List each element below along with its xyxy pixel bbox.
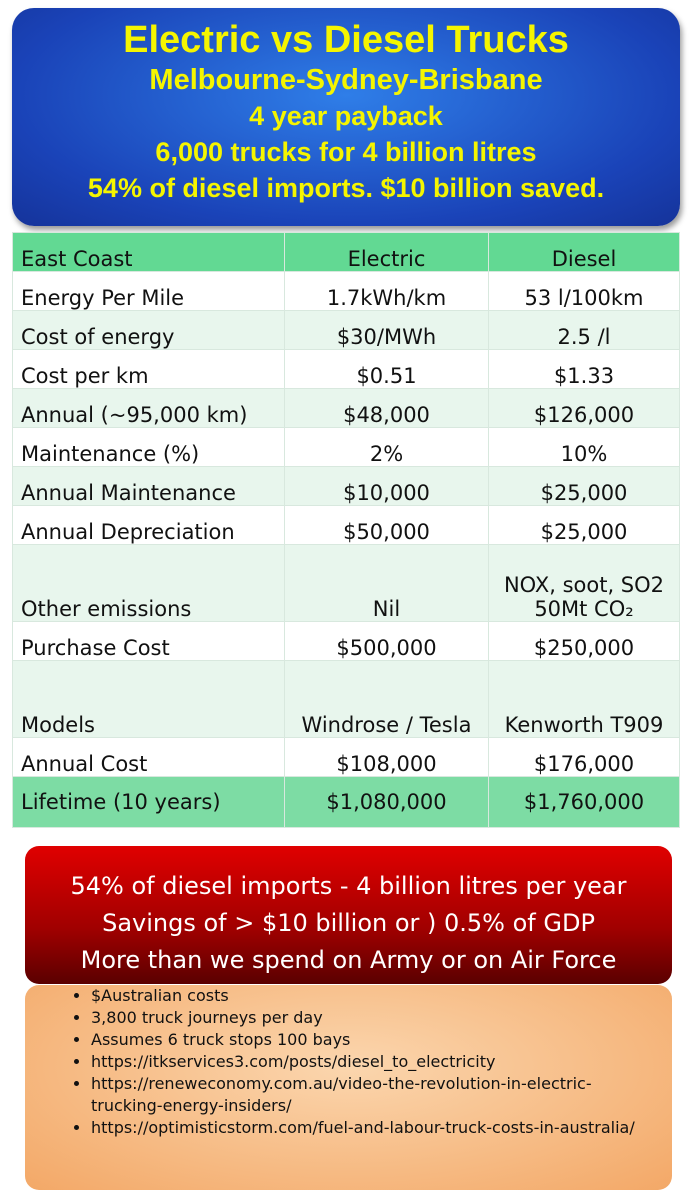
callout-line: Savings of > $10 billion or ) 0.5% of GD… [102, 909, 595, 937]
table-cell: $500,000 [284, 621, 489, 661]
table-row: Purchase Cost $500,000 $250,000 [12, 621, 680, 661]
note-item: Assumes 6 truck stops 100 bays [91, 1029, 652, 1051]
table-row: Annual Maintenance $10,000 $25,000 [12, 466, 680, 506]
table-cell: $1,080,000 [284, 776, 489, 828]
table-cell: Windrose / Tesla [284, 660, 489, 738]
callout-line: 54% of diesel imports - 4 billion litres… [70, 872, 627, 900]
table-cell: $48,000 [284, 388, 489, 428]
table-row: Annual Cost $108,000 $176,000 [12, 737, 680, 777]
table-row: Lifetime (10 years) $1,080,000 $1,760,000 [12, 776, 680, 828]
callout: 54% of diesel imports - 4 billion litres… [25, 846, 672, 984]
table-cell: $108,000 [284, 737, 489, 777]
notes-list: $Australian costs3,800 truck journeys pe… [37, 985, 652, 1139]
table-cell: Energy Per Mile [12, 271, 285, 311]
cell-line: NOX, soot, SO2 [503, 573, 665, 597]
table-cell: 2% [284, 427, 489, 467]
subtitle: 4 year payback [249, 101, 443, 131]
table-cell: Models [12, 660, 285, 738]
table-cell: Purchase Cost [12, 621, 285, 661]
table-cell: Annual Maintenance [12, 466, 285, 506]
table-cell: Other emissions [12, 544, 285, 622]
notes: $Australian costs3,800 truck journeys pe… [25, 985, 672, 1190]
table-cell: Annual Cost [12, 737, 285, 777]
table-row: Cost per km $0.51 $1.33 [12, 349, 680, 389]
header: Electric vs Diesel Trucks Melbourne-Sydn… [12, 8, 680, 226]
table-cell: Maintenance (%) [12, 427, 285, 467]
table-cell: $25,000 [488, 466, 680, 506]
note-item: $Australian costs [91, 985, 652, 1007]
table-cell: Diesel [488, 232, 680, 272]
table-row: East Coast Electric Diesel [12, 232, 680, 272]
table-cell: Annual (~95,000 km) [12, 388, 285, 428]
table-cell: $50,000 [284, 505, 489, 545]
table-cell: $0.51 [284, 349, 489, 389]
table-row: Energy Per Mile 1.7kWh/km 53 l/100km [12, 271, 680, 311]
table-cell: $250,000 [488, 621, 680, 661]
table-cell: $126,000 [488, 388, 680, 428]
table-cell: 2.5 /l [488, 310, 680, 350]
table-cell: 10% [488, 427, 680, 467]
table-row: Other emissions Nil NOX, soot, SO2 50Mt CO₂ [12, 544, 680, 622]
table-cell: Cost per km [12, 349, 285, 389]
table-cell: 1.7kWh/km [284, 271, 489, 311]
subtitle: 54% of diesel imports. $10 billion saved… [87, 173, 605, 203]
table-cell: $1,760,000 [488, 776, 680, 828]
callout-line: More than we spend on Army or on Air For… [80, 946, 617, 974]
table-cell: Annual Depreciation [12, 505, 285, 545]
table-cell: Kenworth T909 [488, 660, 680, 738]
table-row: Cost of energy $30/MWh 2.5 /l [12, 310, 680, 350]
note-item: https://itkservices3.com/posts/diesel_to… [91, 1051, 652, 1073]
table-cell: $30/MWh [284, 310, 489, 350]
table-cell: Lifetime (10 years) [12, 776, 285, 828]
table-cell: Nil [284, 544, 489, 622]
table-cell: NOX, soot, SO2 50Mt CO₂ [488, 544, 680, 622]
comparison-table: East Coast Electric Diesel Energy Per Mile 1… [12, 232, 680, 828]
table-row: Maintenance (%) 2% 10% [12, 427, 680, 467]
note-item: https://optimisticstorm.com/fuel-and-lab… [91, 1117, 652, 1139]
table-cell: $10,000 [284, 466, 489, 506]
table-cell: 53 l/100km [488, 271, 680, 311]
title: Electric vs Diesel Trucks [123, 19, 569, 61]
table-cell: $25,000 [488, 505, 680, 545]
cell-line: 50Mt CO₂ [534, 597, 634, 621]
note-item: https://reneweconomy.com.au/video-the-re… [91, 1073, 652, 1117]
note-item: 3,800 truck journeys per day [91, 1007, 652, 1029]
table-row: Models Windrose / Tesla Kenworth T909 [12, 660, 680, 738]
table-cell: Cost of energy [12, 310, 285, 350]
table-row: Annual Depreciation $50,000 $25,000 [12, 505, 680, 545]
table-row: Annual (~95,000 km) $48,000 $126,000 [12, 388, 680, 428]
table-cell: $176,000 [488, 737, 680, 777]
table-cell: Electric [284, 232, 489, 272]
table-cell: $1.33 [488, 349, 680, 389]
subtitle: 6,000 trucks for 4 billion litres [155, 137, 537, 167]
subtitle: Melbourne-Sydney-Brisbane [149, 64, 543, 96]
table-cell: East Coast [12, 232, 285, 272]
